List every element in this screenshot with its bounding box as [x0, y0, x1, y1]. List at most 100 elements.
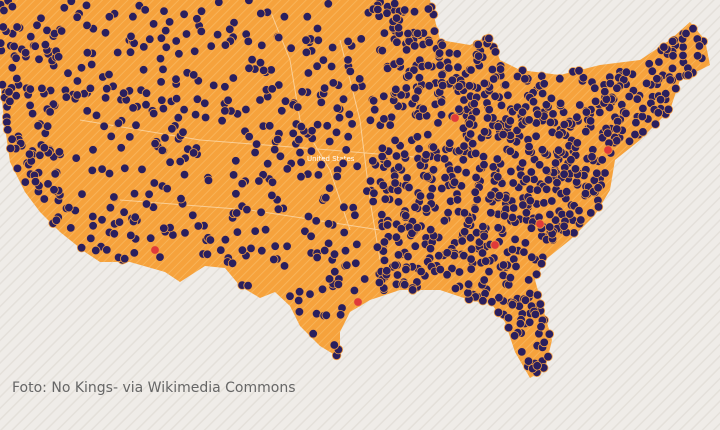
event-dot — [176, 193, 186, 204]
event-dot — [534, 160, 545, 170]
event-dot — [632, 94, 643, 104]
event-dot — [105, 202, 116, 213]
event-dot — [650, 119, 661, 129]
event-dot — [492, 154, 503, 164]
event-dot — [528, 96, 539, 107]
event-dot — [87, 165, 98, 176]
event-dot — [369, 188, 379, 198]
event-dot — [427, 183, 437, 194]
event-dot — [506, 166, 516, 177]
event-dot — [466, 264, 476, 274]
event-dot — [20, 177, 31, 187]
event-dot — [487, 64, 498, 75]
event-dot — [190, 109, 201, 120]
event-dot — [694, 41, 705, 51]
event-dot — [329, 249, 340, 259]
event-dot — [493, 307, 504, 318]
event-dot — [231, 156, 241, 166]
event-dot — [530, 309, 541, 320]
event-dot — [379, 237, 390, 247]
event-dot — [585, 116, 596, 126]
event-dot — [343, 55, 353, 65]
event-dot — [316, 97, 327, 108]
event-dot — [100, 93, 111, 103]
event-dot — [302, 12, 313, 22]
event-dot — [379, 255, 390, 266]
event-dot — [390, 135, 400, 146]
event-dot — [322, 121, 332, 131]
event-dot — [533, 109, 543, 119]
event-dot — [53, 52, 64, 62]
event-dot — [43, 179, 53, 189]
event-dot — [99, 121, 109, 132]
event-dot — [158, 64, 168, 75]
event-dot — [450, 113, 460, 123]
event-dot — [196, 26, 207, 37]
event-dot — [254, 176, 264, 186]
event-dot — [490, 240, 500, 250]
event-dot — [273, 204, 284, 214]
event-dot — [423, 60, 434, 71]
event-dot — [275, 151, 286, 162]
event-dot — [479, 78, 490, 89]
event-dot — [392, 270, 403, 280]
event-dot — [401, 83, 412, 93]
event-dot — [330, 267, 340, 277]
event-dot — [368, 156, 378, 166]
event-dot — [668, 36, 678, 47]
event-dot — [231, 189, 241, 199]
event-dot — [192, 94, 203, 104]
event-dot — [391, 84, 401, 95]
event-dot — [274, 32, 284, 43]
event-dot — [319, 83, 330, 93]
event-dot — [350, 82, 360, 93]
event-dot — [159, 6, 169, 16]
event-dot — [436, 97, 447, 107]
event-dot — [612, 124, 622, 134]
event-dot — [25, 100, 35, 111]
event-dot — [463, 279, 474, 289]
event-dot — [511, 261, 521, 272]
event-dot — [403, 251, 413, 262]
event-dot — [402, 173, 412, 183]
event-dot — [157, 145, 168, 156]
event-dot — [433, 118, 443, 128]
event-dot — [72, 76, 83, 86]
event-dot — [72, 12, 82, 22]
event-dot — [140, 5, 150, 15]
event-dot — [171, 74, 181, 84]
event-dot — [280, 96, 291, 106]
event-dot — [526, 223, 537, 233]
event-dot — [659, 42, 669, 52]
event-dot — [242, 204, 252, 215]
event-dot — [145, 233, 156, 243]
event-dot — [360, 274, 370, 284]
event-dot — [391, 13, 402, 23]
event-dot — [128, 103, 138, 113]
event-dot — [470, 204, 480, 214]
event-dot — [192, 14, 202, 24]
event-dot — [178, 127, 188, 137]
event-dot — [518, 200, 528, 210]
event-dot — [318, 55, 329, 65]
event-dot — [338, 158, 348, 169]
event-dot — [473, 39, 484, 50]
event-dot — [317, 284, 328, 295]
event-dot — [324, 183, 335, 193]
event-dot — [484, 266, 494, 277]
event-dot — [435, 264, 446, 275]
event-dot — [312, 252, 322, 263]
event-dot — [49, 185, 59, 195]
event-dot — [214, 0, 224, 7]
event-dot — [574, 205, 584, 216]
event-dot — [91, 245, 101, 256]
event-dot — [296, 121, 307, 132]
event-dot — [692, 51, 703, 61]
event-dot — [408, 285, 418, 295]
event-dot — [409, 6, 420, 17]
event-dot — [138, 65, 149, 75]
event-dot — [332, 171, 342, 182]
event-dot — [605, 78, 616, 89]
event-dot — [490, 91, 500, 102]
